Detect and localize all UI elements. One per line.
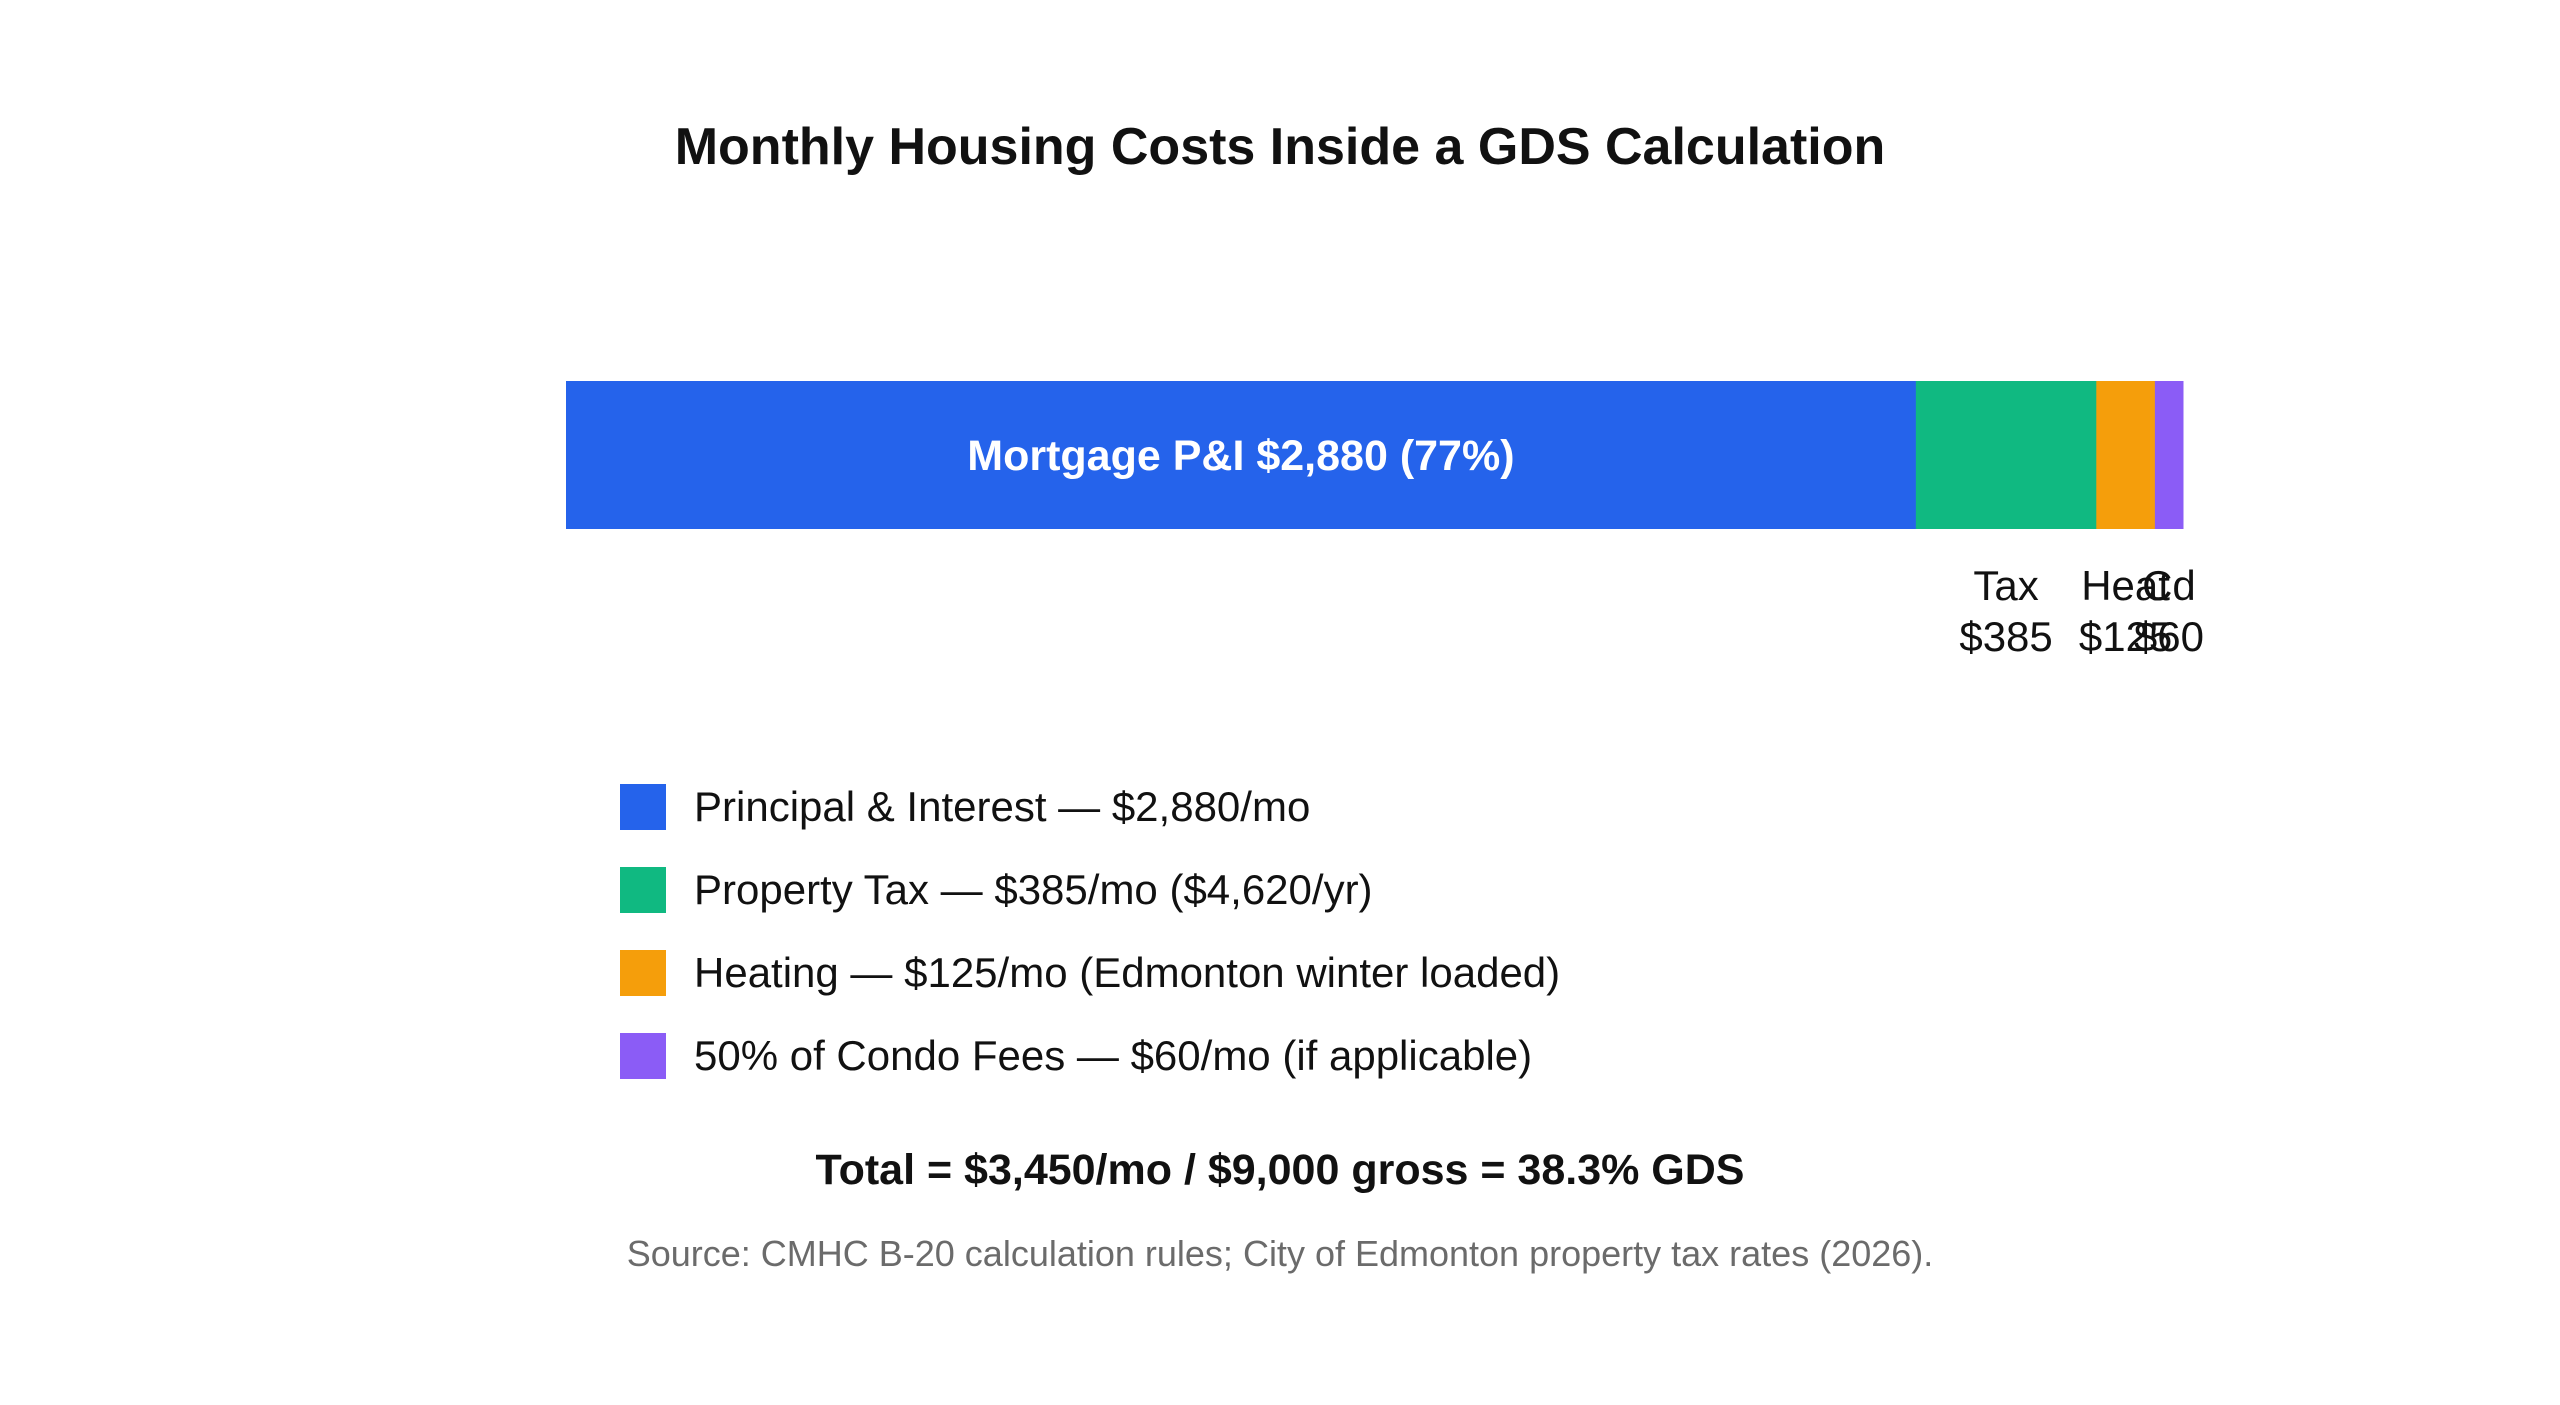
bar-segment-pi bbox=[566, 381, 1917, 529]
legend-label-condo: 50% of Condo Fees — $60/mo (if applicabl… bbox=[694, 1031, 1533, 1079]
bar-segment-condo bbox=[2154, 381, 2184, 529]
legend-item-heat: Heating — $125/mo (Edmonton winter loade… bbox=[620, 931, 1560, 1014]
legend-item-pi: Principal & Interest — $2,880/mo bbox=[620, 765, 1560, 848]
segment-label-tax-value: $385 bbox=[1959, 613, 2052, 660]
segment-label-condo-value: $60 bbox=[2134, 613, 2204, 660]
legend-item-condo: 50% of Condo Fees — $60/mo (if applicabl… bbox=[620, 1014, 1560, 1097]
legend-item-tax: Property Tax — $385/mo ($4,620/yr) bbox=[620, 848, 1560, 931]
legend-label-tax: Property Tax — $385/mo ($4,620/yr) bbox=[694, 865, 1373, 913]
legend-label-pi: Principal & Interest — $2,880/mo bbox=[694, 782, 1311, 830]
bar-segment-heat bbox=[2096, 381, 2156, 529]
legend-label-heat: Heating — $125/mo (Edmonton winter loade… bbox=[694, 948, 1561, 996]
segment-label-heat-name: Heat bbox=[2081, 562, 2170, 609]
segment-label-heat-value: $125 bbox=[2079, 613, 2172, 660]
segment-label-tax-name: Tax bbox=[1973, 562, 2038, 609]
source-note: Source: CMHC B-20 calculation rules; Cit… bbox=[626, 1233, 1934, 1274]
segment-label-pi: Mortgage P&I $2,880 (77%) bbox=[967, 432, 1514, 480]
legend-swatch-heat bbox=[620, 949, 666, 996]
bar-segment-tax bbox=[1915, 381, 2097, 529]
legend-swatch-condo bbox=[620, 1032, 666, 1079]
legend-swatch-pi bbox=[620, 783, 666, 830]
segment-label-condo-name: Cd bbox=[2142, 562, 2196, 609]
legend-swatch-tax bbox=[620, 866, 666, 913]
chart-title: Monthly Housing Costs Inside a GDS Calcu… bbox=[674, 118, 1886, 176]
legend: Principal & Interest — $2,880/mo Property… bbox=[620, 765, 1560, 1097]
total-summary: Total = $3,450/mo / $9,000 gross = 38.3%… bbox=[815, 1146, 1745, 1194]
